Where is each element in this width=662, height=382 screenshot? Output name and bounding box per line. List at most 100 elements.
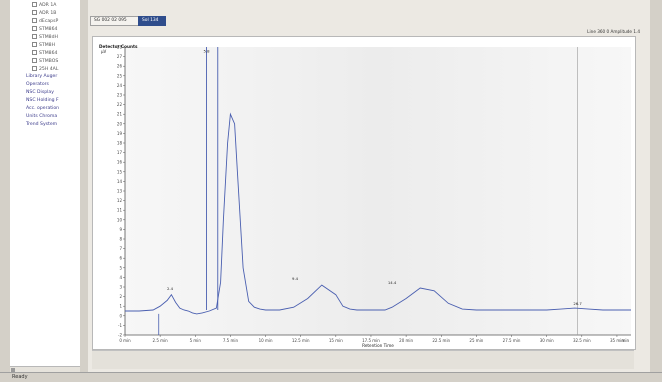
y-tick-label: 21	[117, 112, 123, 117]
expand-icon[interactable]	[32, 66, 37, 71]
chart-frame: -2 -1 0 1 2 3 4 5 6 7 8 9 10 11 12 13 14 15 16 17 18 19 20 21 22…	[92, 36, 636, 350]
x-tick-label: 20 min	[399, 338, 413, 343]
tree-item-label: 25H 4AL	[39, 67, 59, 72]
tree-item-label: STM864	[39, 51, 58, 56]
tree-item[interactable]: ADR 1B	[32, 10, 56, 17]
tree-item[interactable]: Operators	[26, 82, 49, 88]
y-tick-label: 19	[117, 131, 123, 136]
status-text: Ready	[12, 374, 28, 380]
splitter[interactable]	[80, 0, 88, 372]
tree-item[interactable]: NSC Display	[26, 90, 54, 96]
y-tick-label: 17	[117, 150, 123, 155]
tree-item[interactable]: ADR 1A	[32, 2, 56, 9]
expand-icon[interactable]	[32, 50, 37, 55]
x-tick-label: 12.5 min	[292, 338, 310, 343]
right-window-edge	[650, 0, 662, 372]
tree-item[interactable]: STM8dH	[32, 34, 58, 41]
tree-item-label: Operators	[26, 82, 49, 87]
tree-item[interactable]: Acc. operation	[26, 106, 59, 112]
y-tick-label: 26	[117, 64, 123, 69]
x-tick-label: 22.5 min	[432, 338, 450, 343]
tree-item[interactable]: NSC Holding F	[26, 98, 59, 104]
x-tick-label: 7.5 min	[223, 338, 239, 343]
chromatogram-chart[interactable]: -2-1012345678910111213141516171819202122…	[93, 37, 635, 349]
y-tick-label: 14	[117, 179, 123, 184]
expand-icon[interactable]	[32, 26, 37, 31]
tree-item[interactable]: Units Chroma	[26, 114, 57, 120]
tree-item[interactable]: dEcapsP	[32, 18, 58, 25]
tree-item[interactable]: 25H 4AL	[32, 66, 58, 73]
x-tick-label: 25 min	[469, 338, 483, 343]
expand-icon[interactable]	[32, 2, 37, 7]
tree-item[interactable]: Library Auger	[26, 74, 57, 80]
scroll-left-arrow-icon[interactable]	[11, 368, 15, 372]
tree-item-label: STM864	[39, 27, 58, 32]
x-tick-label: 5 min	[190, 338, 202, 343]
navigation-tree[interactable]: ADR 1A ADR 1B dEcapsP STM864 STM8dH STM8H STM8…	[10, 0, 81, 366]
bottom-pane	[92, 350, 634, 369]
y-tick-label: -2	[118, 333, 122, 338]
expand-icon[interactable]	[32, 18, 37, 23]
y-tick-label: 9	[119, 227, 122, 232]
y-tick-label: 5	[119, 265, 122, 270]
peak-label: 2.4	[167, 286, 174, 291]
x-tick-label: 2.5 min	[153, 338, 169, 343]
peak-label: 9.4	[292, 276, 299, 281]
tab-sol[interactable]: Sol 134	[138, 16, 166, 26]
y-tick-label: 11	[117, 208, 123, 213]
y-tick-label: 6	[119, 256, 122, 261]
x-axis-unit: min	[621, 338, 629, 343]
peak-label: 5.8	[203, 49, 210, 54]
tree-item[interactable]: STM864	[32, 50, 57, 57]
tree-item-label: NSC Holding F	[26, 98, 59, 103]
y-tick-label: 24	[117, 83, 123, 88]
y-tick-label: 18	[117, 141, 123, 146]
tree-item-label: STM8H	[39, 43, 56, 48]
y-tick-label: 2	[119, 294, 122, 299]
tree-item-label: NSC Display	[26, 90, 54, 95]
y-tick-label: 4	[119, 275, 122, 280]
cursor-readout: Line 360 0 Amplitude 1.4	[587, 29, 640, 34]
series-line	[125, 112, 631, 315]
y-tick-label: 8	[119, 237, 122, 242]
x-tick-label: 15 min	[329, 338, 343, 343]
tree-item-label: Trend System	[26, 122, 58, 127]
peak-label: 14.4	[388, 280, 397, 285]
y-tick-label: 7	[119, 246, 122, 251]
y-tick-label: 15	[117, 169, 123, 174]
tree-item-label: STM8dH	[39, 35, 58, 40]
peak-label: 26.7	[573, 301, 582, 306]
x-tick-label: 30 min	[540, 338, 554, 343]
expand-icon[interactable]	[32, 34, 37, 39]
x-tick-label: 10 min	[259, 338, 273, 343]
y-axis-unit: µV	[101, 49, 107, 54]
expand-icon[interactable]	[32, 10, 37, 15]
tree-item[interactable]: Trend System	[26, 122, 57, 128]
plot-area[interactable]	[125, 47, 631, 335]
y-axis-label: Detector Counts	[99, 44, 138, 49]
y-tick-label: 10	[117, 217, 123, 222]
y-tick-label: 3	[119, 285, 122, 290]
x-axis-label: Retention Time	[362, 343, 394, 348]
y-tick-label: 1	[119, 304, 122, 309]
tree-item-label: dEcapsP	[39, 19, 59, 24]
tab-sample[interactable]: SG 002 02 095	[90, 16, 142, 26]
y-tick-label: 25	[117, 73, 123, 78]
expand-icon[interactable]	[32, 58, 37, 63]
tree-item[interactable]: STM8H	[32, 42, 55, 49]
tree-horizontal-scrollbar[interactable]	[10, 366, 80, 373]
x-tick-label: 32.5 min	[573, 338, 591, 343]
expand-icon[interactable]	[32, 42, 37, 47]
tree-item-label: ADR 1B	[39, 11, 57, 16]
tree-item[interactable]: STM864	[32, 26, 57, 33]
x-tick-label: 0 min	[119, 338, 131, 343]
y-tick-label: 27	[117, 54, 123, 59]
y-tick-label: 23	[117, 93, 123, 98]
y-tick-label: 20	[117, 121, 123, 126]
y-tick-label: 13	[117, 189, 123, 194]
tree-item[interactable]: STMBOS	[32, 58, 58, 65]
status-bar: Ready	[0, 372, 662, 382]
x-tick-label: 35 min	[610, 338, 624, 343]
tree-item-label: STMBOS	[39, 59, 59, 64]
tree-item-label: ADR 1A	[39, 3, 57, 8]
